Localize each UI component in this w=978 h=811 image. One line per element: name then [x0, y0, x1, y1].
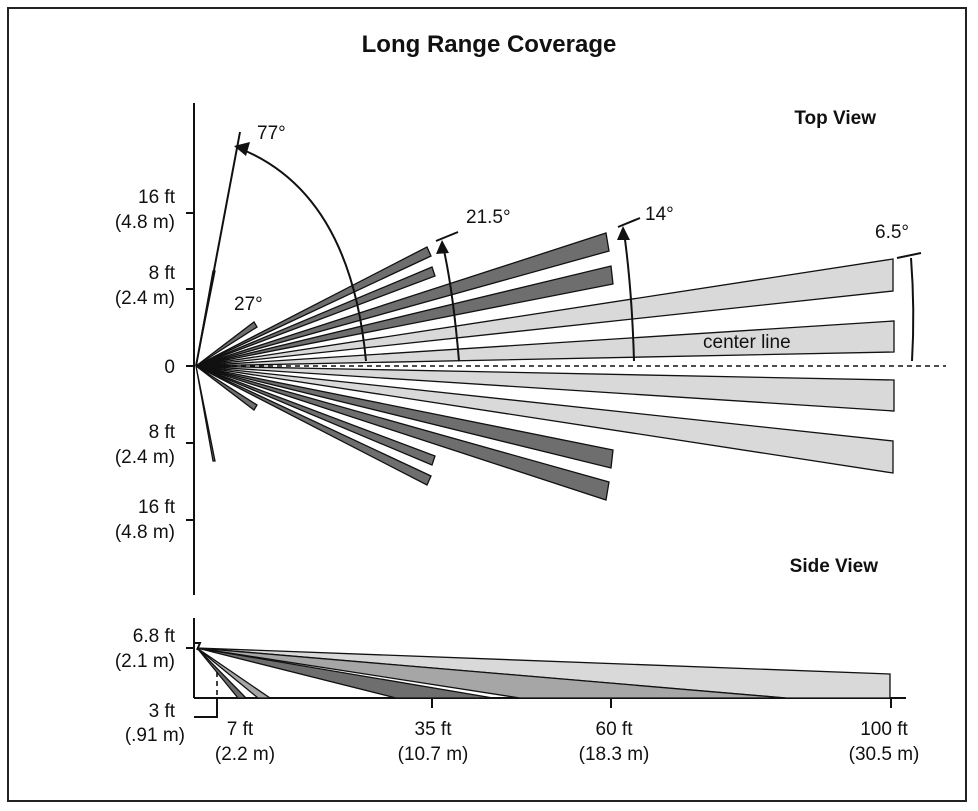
angle-21-tick: [435, 231, 459, 242]
x-label-100ft: 100 ft: [860, 719, 908, 740]
x-label-100ft-metric: (30.5 m): [849, 744, 920, 765]
angle-6-label: 6.5°: [875, 222, 909, 243]
beam-long-upper-inner: [195, 320, 895, 367]
x-label-35ft-metric: (10.7 m): [398, 744, 469, 765]
beam-long-upper-outer: [195, 258, 894, 367]
side-low-label-metric: (.91 m): [125, 725, 185, 746]
beam-60ft-upper-inner: [195, 265, 614, 367]
y-label-zero: 0: [164, 357, 175, 378]
angle-6-tick: [896, 252, 922, 259]
beam-60ft-lower-inner: [195, 365, 614, 469]
angle-21-label: 21.5°: [466, 207, 511, 228]
beam-long-lower-inner: [195, 365, 895, 412]
beam-35ft-lower-inner: [195, 365, 436, 466]
angle-14-label: 14°: [645, 204, 674, 225]
x-label-7ft-metric: (2.2 m): [215, 744, 275, 765]
beam-35ft-lower-outer: [195, 365, 432, 486]
diagram-title: Long Range Coverage: [362, 31, 617, 58]
side-height-label: 6.8 ft: [133, 626, 176, 647]
beam-35ft-upper-outer: [195, 246, 432, 367]
side-3ft-bracket: [194, 708, 218, 718]
center-line-label: center line: [703, 332, 791, 353]
beam-60ft-upper-outer: [195, 232, 610, 367]
x-label-60ft-metric: (18.3 m): [579, 744, 650, 765]
angle-77-arrowhead: [234, 142, 250, 156]
angle-77-arc: [235, 146, 367, 362]
angle-6-arc: [910, 257, 915, 362]
beam-lookdown-lower: [195, 365, 216, 462]
y-label-16ft-lower-metric: (4.8 m): [115, 522, 175, 543]
angle-14-arc: [623, 231, 635, 362]
y-label-16ft-lower: 16 ft: [138, 497, 176, 518]
angle-14-arrowhead: [617, 226, 630, 240]
angle-21-arc: [442, 245, 460, 362]
beam-35ft-upper-inner: [195, 266, 436, 367]
y-label-8ft-lower-metric: (2.4 m): [115, 447, 175, 468]
side-beam-35ft: [196, 647, 494, 699]
angle-21-arrowhead: [436, 240, 449, 254]
angle-27-label: 27°: [234, 294, 263, 315]
y-label-8ft-upper: 8 ft: [149, 263, 176, 284]
side-low-label: 3 ft: [149, 701, 176, 722]
y-label-8ft-upper-metric: (2.4 m): [115, 288, 175, 309]
beam-short-lower: [195, 365, 258, 411]
x-label-7ft: 7 ft: [227, 719, 254, 740]
side-beam-60ft: [196, 647, 787, 699]
beam-60ft-lower-outer: [195, 365, 610, 501]
angle-14-tick: [617, 217, 641, 228]
y-label-8ft-lower: 8 ft: [149, 422, 176, 443]
top-view-heading: Top View: [794, 108, 876, 129]
x-label-60ft: 60 ft: [596, 719, 634, 740]
angle-77-ray: [195, 131, 241, 367]
side-height-label-metric: (2.1 m): [115, 651, 175, 672]
x-label-35ft: 35 ft: [415, 719, 453, 740]
y-label-16ft-upper: 16 ft: [138, 187, 176, 208]
angle-77-label: 77°: [257, 123, 286, 144]
side-beam-7ft-outer: [196, 647, 273, 699]
beam-long-lower-outer: [195, 365, 894, 474]
side-view-heading: Side View: [790, 556, 879, 577]
y-label-16ft-upper-metric: (4.8 m): [115, 212, 175, 233]
beam-short-upper: [195, 321, 258, 367]
